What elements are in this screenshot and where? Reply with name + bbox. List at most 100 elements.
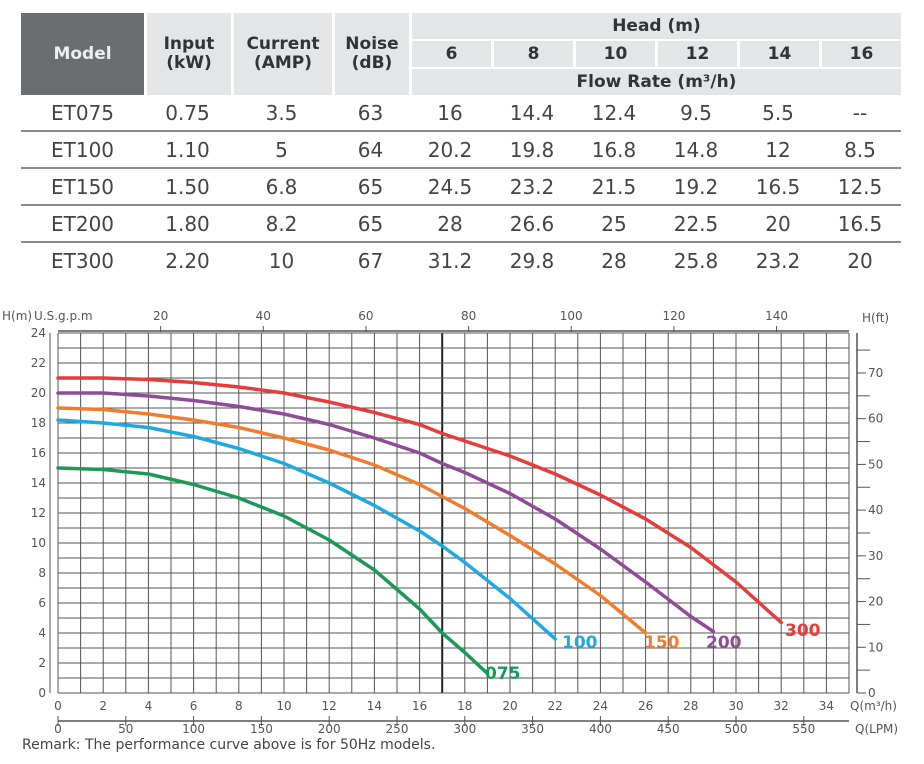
table-row: ET200 1.80 8.2 65 28 26.6 25 22.5 20 16.5 <box>21 206 901 243</box>
header-input-l2: (kW) <box>166 53 212 73</box>
header-input-l1: Input <box>163 34 215 54</box>
curve-100 <box>56 418 557 641</box>
spec-table: Model Input (kW) Current (AMP) Noise (dB) H… <box>21 13 901 278</box>
cell-flow: 16.5 <box>819 206 901 243</box>
cell-flow: -- <box>819 95 901 132</box>
cell-input: 1.50 <box>144 169 231 206</box>
header-head-14: 14 <box>737 39 819 67</box>
y-tick-label: 4 <box>38 626 46 640</box>
header-head-16: 16 <box>819 39 901 67</box>
gpm-axis-label: U.S.g.p.m <box>34 309 93 323</box>
cell-flow: 12.5 <box>819 169 901 206</box>
curve-label-100: 100 <box>562 633 598 653</box>
ft-tick-label: 30 <box>868 549 883 563</box>
gpm-tick-label: 80 <box>461 309 476 323</box>
x-axis-label: Q(m³/h) <box>850 699 897 713</box>
lpm-tick-label: 100 <box>182 722 205 736</box>
cell-model: ET300 <box>50 248 115 273</box>
chart-remark: Remark: The performance curve above is f… <box>22 737 436 753</box>
lpm-tick-label: 500 <box>725 722 748 736</box>
cell-flow: 31.2 <box>427 248 473 273</box>
cell-flow: 12 <box>737 132 819 169</box>
gpm-tick-label: 60 <box>358 309 373 323</box>
cell-flow: 24.5 <box>409 169 491 206</box>
curve-label-150: 150 <box>644 633 680 653</box>
header-flow-rate: Flow Rate (m³/h) <box>409 67 901 95</box>
cell-flow: 16.8 <box>573 132 655 169</box>
y-tick-label: 20 <box>31 386 46 400</box>
lpm-tick-label: 350 <box>521 722 544 736</box>
y-axis-label: H(m) <box>2 309 32 323</box>
cell-noise: 65 <box>332 206 409 243</box>
table-row: ET100 1.10 5 64 20.2 19.8 16.8 14.8 12 8.5 <box>21 132 901 169</box>
lpm-tick-label: 250 <box>386 722 409 736</box>
cell-flow: 19.2 <box>655 169 737 206</box>
cell-flow: 23.2 <box>491 169 573 206</box>
header-head-8: 8 <box>491 39 573 67</box>
cell-flow: 20.2 <box>409 132 491 169</box>
header-head-12: 12 <box>655 39 737 67</box>
cell-flow: 14.8 <box>655 132 737 169</box>
x-tick-label: 28 <box>683 699 698 713</box>
ft-tick-label: 20 <box>868 595 883 609</box>
cell-current: 6.8 <box>231 169 332 206</box>
lpm-tick-label: 300 <box>453 722 476 736</box>
cell-flow: 16 <box>409 95 491 132</box>
y2-axis-label: H(ft) <box>862 311 889 325</box>
header-input: Input (kW) <box>144 13 231 95</box>
header-head: Head (m) <box>409 13 901 39</box>
header-head-10: 10 <box>573 39 655 67</box>
y-tick-label: 18 <box>31 416 46 430</box>
cell-flow: 28 <box>601 248 627 273</box>
y-tick-label: 6 <box>38 596 46 610</box>
cell-flow: 22.5 <box>655 206 737 243</box>
cell-flow: 19.8 <box>491 132 573 169</box>
cell-input: 1.10 <box>144 132 231 169</box>
header-model: Model <box>21 13 144 95</box>
lpm-axis-label: Q(LPM) <box>855 722 898 736</box>
x-tick-label: 6 <box>190 699 198 713</box>
x-tick-label: 14 <box>367 699 382 713</box>
x-tick-label: 8 <box>235 699 243 713</box>
x-tick-label: 12 <box>322 699 337 713</box>
cell-flow: 8.5 <box>819 132 901 169</box>
curve-label-300: 300 <box>785 621 821 641</box>
lpm-tick-label: 550 <box>792 722 815 736</box>
header-current-l1: Current <box>246 34 320 54</box>
cell-model: ET075 <box>21 95 144 132</box>
y-tick-label: 10 <box>31 536 46 550</box>
table-row: ET075 0.75 3.5 63 16 14.4 12.4 9.5 5.5 -- <box>21 95 901 132</box>
x-tick-label: 18 <box>457 699 472 713</box>
lpm-tick-label: 0 <box>54 722 62 736</box>
y-tick-label: 0 <box>38 686 46 700</box>
cell-flow: 20 <box>737 206 819 243</box>
cell-flow: 16.5 <box>737 169 819 206</box>
ft-tick-label: 40 <box>868 503 883 517</box>
y-tick-label: 14 <box>31 476 46 490</box>
header-noise-l1: Noise <box>345 34 399 54</box>
y-tick-label: 22 <box>31 356 46 370</box>
header-noise-l2: (dB) <box>351 53 393 73</box>
header-noise: Noise (dB) <box>332 13 409 95</box>
y-tick-label: 12 <box>31 506 46 520</box>
header-current-l2: (AMP) <box>253 53 313 73</box>
cell-input: 1.80 <box>144 206 231 243</box>
cell-flow: 28 <box>409 206 491 243</box>
y-tick-label: 16 <box>31 446 46 460</box>
table-row: ET300 2.20 10 67 31.2 29.8 28 25.8 23.2 20 <box>21 243 901 278</box>
x-tick-label: 30 <box>728 699 743 713</box>
header-current: Current (AMP) <box>231 13 332 95</box>
lpm-tick-label: 400 <box>589 722 612 736</box>
gpm-tick-label: 20 <box>153 309 168 323</box>
gpm-tick-label: 40 <box>256 309 271 323</box>
x-tick-label: 26 <box>638 699 653 713</box>
cell-flow: 12.4 <box>573 95 655 132</box>
curve-label-200: 200 <box>706 633 742 653</box>
lpm-tick-label: 50 <box>118 722 133 736</box>
x-tick-label: 10 <box>276 699 291 713</box>
cell-flow: 25.8 <box>673 248 719 273</box>
ft-tick-label: 0 <box>868 686 876 700</box>
cell-flow: 25 <box>573 206 655 243</box>
header-head-6: 6 <box>409 39 491 67</box>
